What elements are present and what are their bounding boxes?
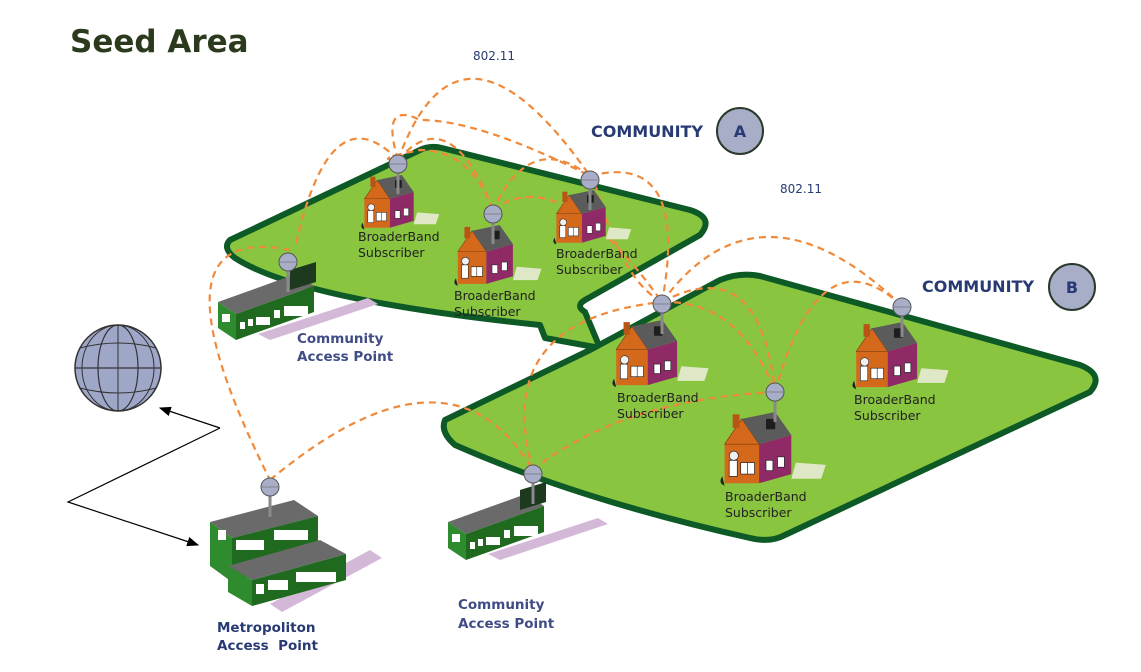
link-b-4 [661, 300, 777, 393]
protocol-label: 802.11 [780, 182, 822, 196]
link-a-5 [492, 158, 591, 211]
svg-text:Subscriber: Subscriber [725, 505, 792, 520]
subscriber-label: BroaderBand Subscriber [556, 246, 638, 277]
wired-link [66, 406, 221, 547]
page-title: Seed Area [70, 24, 249, 60]
svg-text:Community: Community [297, 331, 384, 347]
svg-text:BroaderBand: BroaderBand [556, 246, 638, 261]
protocol-label: 802.11 [473, 49, 515, 63]
link-a-3 [397, 137, 495, 211]
community-b-land [440, 271, 1099, 543]
community-b-label: COMMUNITY [922, 277, 1034, 296]
svg-text:Metropoliton: Metropoliton [217, 620, 316, 636]
svg-text:BroaderBand: BroaderBand [454, 288, 536, 303]
svg-text:Subscriber: Subscriber [854, 408, 921, 423]
building-icon [210, 500, 382, 612]
svg-text:Subscriber: Subscriber [617, 406, 684, 421]
community-b-badge: B [1048, 263, 1096, 311]
link-a-4 [391, 114, 591, 177]
link-a-8 [386, 148, 495, 211]
subscriber-label: BroaderBand Subscriber [725, 489, 807, 520]
svg-text:BroaderBand: BroaderBand [854, 392, 936, 407]
link-b-2 [661, 286, 777, 393]
svg-text:B: B [1066, 278, 1078, 297]
svg-text:A: A [734, 122, 747, 141]
svg-text:Access Point: Access Point [458, 616, 555, 632]
link-a-6 [589, 171, 670, 303]
globe-icon [74, 324, 162, 412]
link-b-3 [773, 280, 903, 393]
svg-text:Subscriber: Subscriber [358, 245, 425, 260]
svg-text:Subscriber: Subscriber [556, 262, 623, 277]
community-access-point-label: Community Access Point [297, 331, 394, 365]
subscriber-label: BroaderBand Subscriber [854, 392, 936, 423]
svg-text:BroaderBand: BroaderBand [725, 489, 807, 504]
svg-text:BroaderBand: BroaderBand [358, 229, 440, 244]
wireless-links [208, 77, 903, 481]
link-b-1 [661, 235, 903, 307]
subscriber-label: BroaderBand Subscriber [358, 229, 440, 260]
link-cap1-metro [208, 245, 291, 481]
svg-text:Community: Community [458, 597, 545, 613]
link-a-7 [492, 195, 663, 303]
community-a-label: COMMUNITY [591, 122, 703, 141]
community-access-point-label: Community Access Point [458, 597, 555, 632]
svg-text:Access Point: Access Point [217, 638, 318, 654]
svg-text:Access Point: Access Point [297, 349, 394, 365]
metropolitan-access-point-label: Metropoliton Access Point [217, 620, 318, 654]
link-cap2-a [523, 300, 663, 471]
svg-text:BroaderBand: BroaderBand [617, 390, 699, 405]
link-metro-cap2 [269, 401, 534, 481]
link-cap2-b1 [532, 390, 776, 471]
community-a-badge: A [716, 107, 764, 155]
subscriber-label: BroaderBand Subscriber [617, 390, 699, 421]
svg-text:Subscriber: Subscriber [454, 304, 521, 319]
subscriber-label: BroaderBand Subscriber [454, 288, 536, 319]
link-a-1 [396, 77, 591, 177]
